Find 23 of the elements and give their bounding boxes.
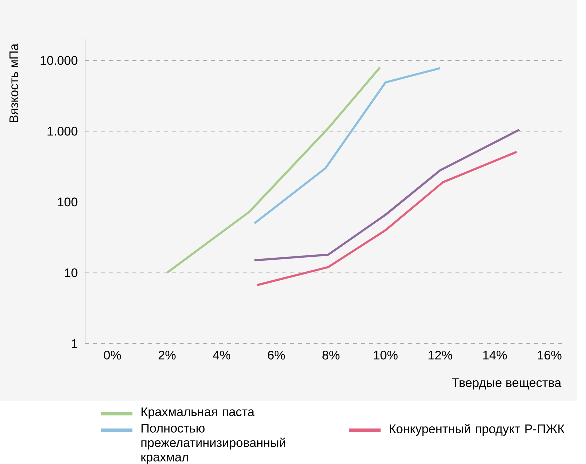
x-tick-label: 12% xyxy=(428,350,452,360)
line-series xyxy=(166,66,382,274)
x-tick-label: 2% xyxy=(158,350,176,360)
legend-label: Конкурентный продукт Р-ПЖК xyxy=(390,424,565,436)
y-tick-label: 10 xyxy=(65,268,78,278)
legend-label: Крахмальная паста xyxy=(142,408,255,419)
y-tick-label: 1.000 xyxy=(48,126,78,136)
line-series xyxy=(254,128,521,262)
x-tick-label: 14% xyxy=(484,350,508,360)
y-tick-label: 100 xyxy=(58,198,78,207)
x-tick-label: 16% xyxy=(538,350,562,360)
x-tick-label: 6% xyxy=(268,350,286,360)
y-tick-label: 1 xyxy=(72,339,78,348)
x-axis-title: Твердые вещества xyxy=(452,378,562,390)
x-tick-label: 8% xyxy=(322,350,340,360)
line-series xyxy=(256,151,518,286)
x-tick-label: 10% xyxy=(374,350,398,360)
y-axis-title: Вязкость мПа xyxy=(10,44,18,122)
x-tick-label: 0% xyxy=(104,350,122,360)
line-series xyxy=(254,67,442,224)
y-tick-label: 10.000 xyxy=(40,56,78,66)
legend-label: Полностью прежелатинизированный крахмал xyxy=(142,424,286,464)
x-tick-label: 4% xyxy=(213,350,230,360)
